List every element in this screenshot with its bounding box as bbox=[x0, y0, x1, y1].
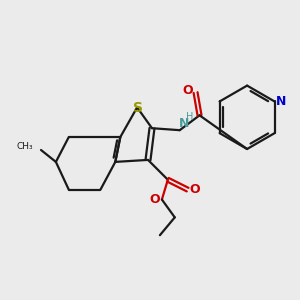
Text: O: O bbox=[189, 183, 200, 196]
Text: CH₃: CH₃ bbox=[16, 142, 33, 151]
Text: O: O bbox=[182, 84, 193, 97]
Text: H: H bbox=[186, 112, 193, 122]
Text: N: N bbox=[276, 95, 287, 108]
Text: N: N bbox=[178, 117, 189, 130]
Text: S: S bbox=[133, 101, 143, 116]
Text: O: O bbox=[150, 193, 160, 206]
